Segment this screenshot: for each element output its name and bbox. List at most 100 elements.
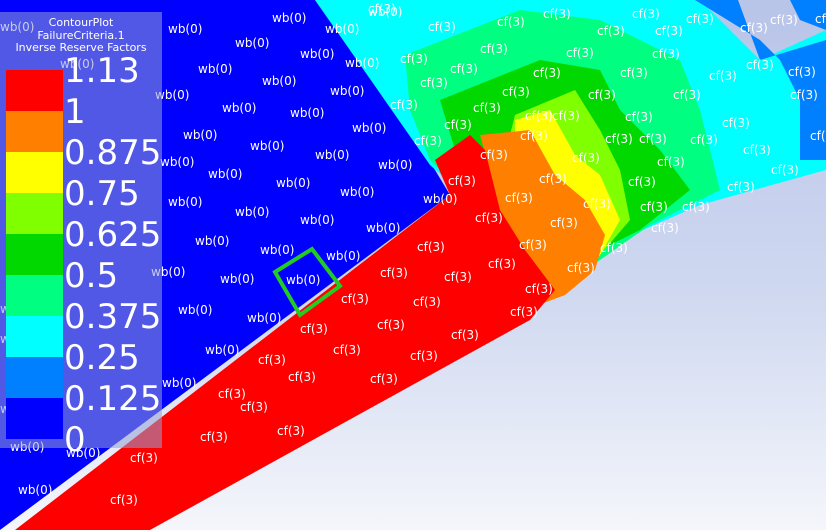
cf-element-label: cf(3)	[420, 76, 448, 90]
wb-element-label: wb(0)	[378, 158, 412, 172]
wb-element-label: wb(0)	[247, 311, 281, 325]
cf-element-label: cf(3)	[277, 424, 305, 438]
cf-element-label: cf(3)	[288, 370, 316, 384]
cf-element-label: cf(3)	[497, 15, 525, 29]
cf-element-label: cf(3)	[377, 318, 405, 332]
legend-quantity: Inverse Reserve Factors	[15, 41, 147, 54]
legend-swatch	[6, 70, 63, 111]
wb-element-label: wb(0)	[300, 213, 334, 227]
cf-element-label: cf(3)	[519, 238, 547, 252]
wb-element-label: wb(0)	[205, 343, 239, 357]
cf-element-label: cf(3)	[625, 110, 653, 124]
cf-element-label: cf(3)	[605, 132, 633, 146]
cf-element-label: cf(3)	[370, 372, 398, 386]
cf-element-label: cf(3)	[520, 129, 548, 143]
cf-element-label: cf(3)	[543, 7, 571, 21]
wb-element-label: wb(0)	[198, 62, 232, 76]
wb-element-label: wb(0)	[290, 106, 324, 120]
wb-element-label: wb(0)	[340, 185, 374, 199]
cf-element-label: cf(3)	[597, 24, 625, 38]
selected-element-label[interactable]: wb(0)	[286, 273, 320, 287]
cf-element-label: cf(3)	[333, 343, 361, 357]
cf-element-label: cf(3)	[655, 24, 683, 38]
cf-element-label: cf(3)	[639, 132, 667, 146]
cf-element-label: cf(3)	[480, 42, 508, 56]
cf-element-label: cf(3)	[414, 134, 442, 148]
cf-element-label: cf(3)	[790, 88, 818, 102]
wb-element-label: wb(0)	[235, 205, 269, 219]
cf-element-label: cf(3)	[567, 261, 595, 275]
legend-swatch	[6, 111, 63, 152]
cf-element-label: cf(3)	[200, 430, 228, 444]
cf-element-label: cf(3)	[550, 216, 578, 230]
cf-element-label: cf(3)	[673, 88, 701, 102]
cf-element-label: cf(3)	[690, 133, 718, 147]
legend-subtitle: FailureCriteria.1	[37, 29, 125, 42]
cf-element-label: cf(3)	[746, 58, 774, 72]
wb-element-label: wb(0)	[330, 84, 364, 98]
cf-element-label: cf(3)	[743, 143, 771, 157]
cf-element-label: cf(3)	[600, 241, 628, 255]
legend-swatch	[6, 234, 63, 275]
legend-tick-label: 0.625	[64, 215, 162, 255]
wb-element-label: wb(0)	[366, 221, 400, 235]
cf-element-label: cf(3)	[380, 266, 408, 280]
cf-element-label: cf(3)	[390, 98, 418, 112]
legend-tick-label: 0.75	[64, 174, 140, 214]
cf-element-label: cf(3)	[632, 7, 660, 21]
legend-tick-label: 0.5	[64, 256, 119, 296]
cf-element-label: cf(3)	[368, 2, 396, 16]
cf-element-label: cf(3)	[413, 295, 441, 309]
wb-element-label: wb(0)	[260, 243, 294, 257]
cf-element-label: cf(3)	[657, 155, 685, 169]
cf-element-label: cf(3)	[810, 129, 826, 143]
cf-element-label: cf(3)	[448, 174, 476, 188]
legend-swatch	[6, 357, 63, 398]
cf-element-label: cf(3)	[130, 451, 158, 465]
wb-element-label: wb(0)	[195, 234, 229, 248]
cf-element-label: cf(3)	[258, 353, 286, 367]
wb-element-label: wb(0)	[235, 36, 269, 50]
cf-element-label: cf(3)	[539, 172, 567, 186]
legend-swatch	[6, 316, 63, 357]
wb-element-label: wb(0)	[262, 74, 296, 88]
cf-element-label: cf(3)	[740, 21, 768, 35]
contour-band-light-blue	[695, 0, 826, 160]
legend-title: ContourPlot	[48, 16, 114, 29]
cf-element-label: cf(3)	[722, 116, 750, 130]
cf-element-label: cf(3)	[788, 65, 816, 79]
cf-element-label: cf(3)	[428, 20, 456, 34]
legend-tick-label: 1	[64, 92, 86, 132]
cf-element-label: cf(3)	[410, 349, 438, 363]
cf-element-label: cf(3)	[682, 200, 710, 214]
cf-element-label: cf(3)	[815, 12, 826, 26]
cf-element-label: cf(3)	[488, 257, 516, 271]
legend-tick-label: 0.25	[64, 338, 140, 378]
cf-element-label: cf(3)	[588, 88, 616, 102]
wb-element-label: wb(0)	[155, 88, 189, 102]
cf-element-label: cf(3)	[552, 109, 580, 123]
cf-element-label: cf(3)	[444, 118, 472, 132]
cf-element-label: cf(3)	[502, 85, 530, 99]
cf-element-label: cf(3)	[727, 180, 755, 194]
wb-element-label: wb(0)	[66, 446, 100, 460]
wb-element-label: wb(0)	[160, 155, 194, 169]
wb-element-label: wb(0)	[250, 139, 284, 153]
wb-element-label: wb(0)	[276, 176, 310, 190]
cf-element-label: cf(3)	[770, 13, 798, 27]
legend-tick-label: 0.375	[64, 297, 162, 337]
cf-element-label: cf(3)	[341, 292, 369, 306]
wb-element-label: wb(0)	[208, 167, 242, 181]
cf-element-label: cf(3)	[566, 46, 594, 60]
wb-element-label: wb(0)	[272, 11, 306, 25]
wb-element-label: wb(0)	[162, 376, 196, 390]
cf-element-label: cf(3)	[451, 328, 479, 342]
cf-element-label: cf(3)	[572, 151, 600, 165]
selected-element-outline	[272, 246, 343, 318]
cf-element-label: cf(3)	[417, 240, 445, 254]
wb-element-label: wb(0)	[300, 47, 334, 61]
wb-element-label: wb(0)	[352, 121, 386, 135]
cf-element-label: cf(3)	[300, 322, 328, 336]
